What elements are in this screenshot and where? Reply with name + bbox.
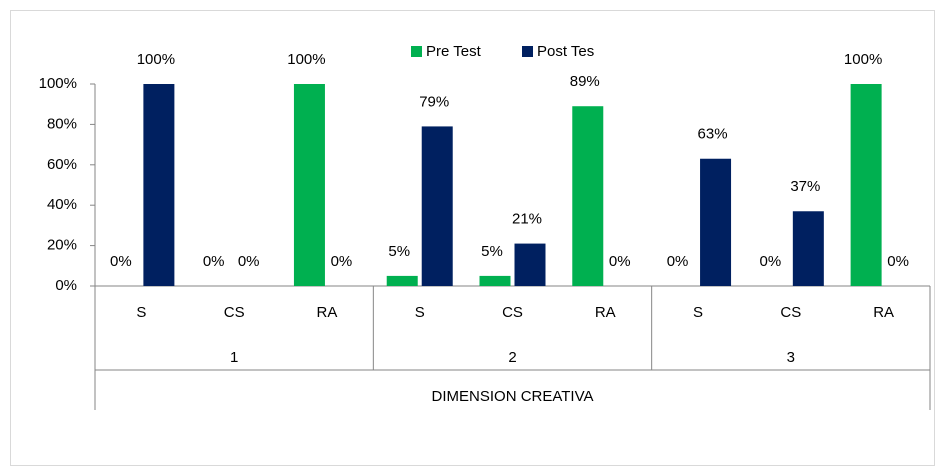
value-label: 0% xyxy=(759,253,781,270)
x-tick-label: CS xyxy=(780,304,801,321)
bar xyxy=(143,84,175,286)
group-label: 3 xyxy=(787,349,795,366)
value-label: 0% xyxy=(203,253,225,270)
x-tick-label: S xyxy=(136,304,146,321)
bar xyxy=(700,158,732,286)
bar xyxy=(792,211,824,286)
value-label: 0% xyxy=(238,253,260,270)
group-label: 2 xyxy=(508,349,516,366)
bar xyxy=(479,275,511,286)
bar xyxy=(514,243,546,286)
y-tick-label: 0% xyxy=(55,277,77,294)
value-label: 0% xyxy=(667,253,689,270)
value-label: 0% xyxy=(331,253,353,270)
value-label: 89% xyxy=(570,73,600,90)
value-label: 5% xyxy=(388,243,410,260)
bar xyxy=(293,84,325,286)
x-tick-label: RA xyxy=(595,304,616,321)
value-label: 37% xyxy=(790,178,820,195)
legend-label: Pre Test xyxy=(426,43,482,60)
bar xyxy=(386,275,418,286)
x-tick-label: RA xyxy=(317,304,338,321)
value-label: 5% xyxy=(481,243,503,260)
x-tick-label: S xyxy=(415,304,425,321)
y-tick-label: 100% xyxy=(39,75,77,92)
value-label: 100% xyxy=(287,51,325,68)
value-label: 100% xyxy=(137,51,175,68)
value-label: 21% xyxy=(512,211,542,228)
y-tick-label: 20% xyxy=(47,237,77,254)
y-tick-label: 40% xyxy=(47,196,77,213)
value-label: 0% xyxy=(609,253,631,270)
bar xyxy=(421,126,453,286)
bar xyxy=(850,84,882,286)
y-tick-label: 60% xyxy=(47,156,77,173)
x-tick-label: RA xyxy=(873,304,894,321)
bar xyxy=(572,106,604,286)
axis-group-title: DIMENSION CREATIVA xyxy=(432,388,594,405)
group-label: 1 xyxy=(230,349,238,366)
value-label: 63% xyxy=(698,126,728,143)
value-label: 0% xyxy=(887,253,909,270)
x-tick-label: S xyxy=(693,304,703,321)
value-label: 79% xyxy=(419,93,449,110)
value-label: 0% xyxy=(110,253,132,270)
y-tick-label: 80% xyxy=(47,115,77,132)
value-label: 100% xyxy=(844,51,882,68)
x-tick-label: CS xyxy=(224,304,245,321)
legend-label: Post Tes xyxy=(537,43,594,60)
legend-swatch xyxy=(411,46,422,57)
legend-swatch xyxy=(522,46,533,57)
x-tick-label: CS xyxy=(502,304,523,321)
